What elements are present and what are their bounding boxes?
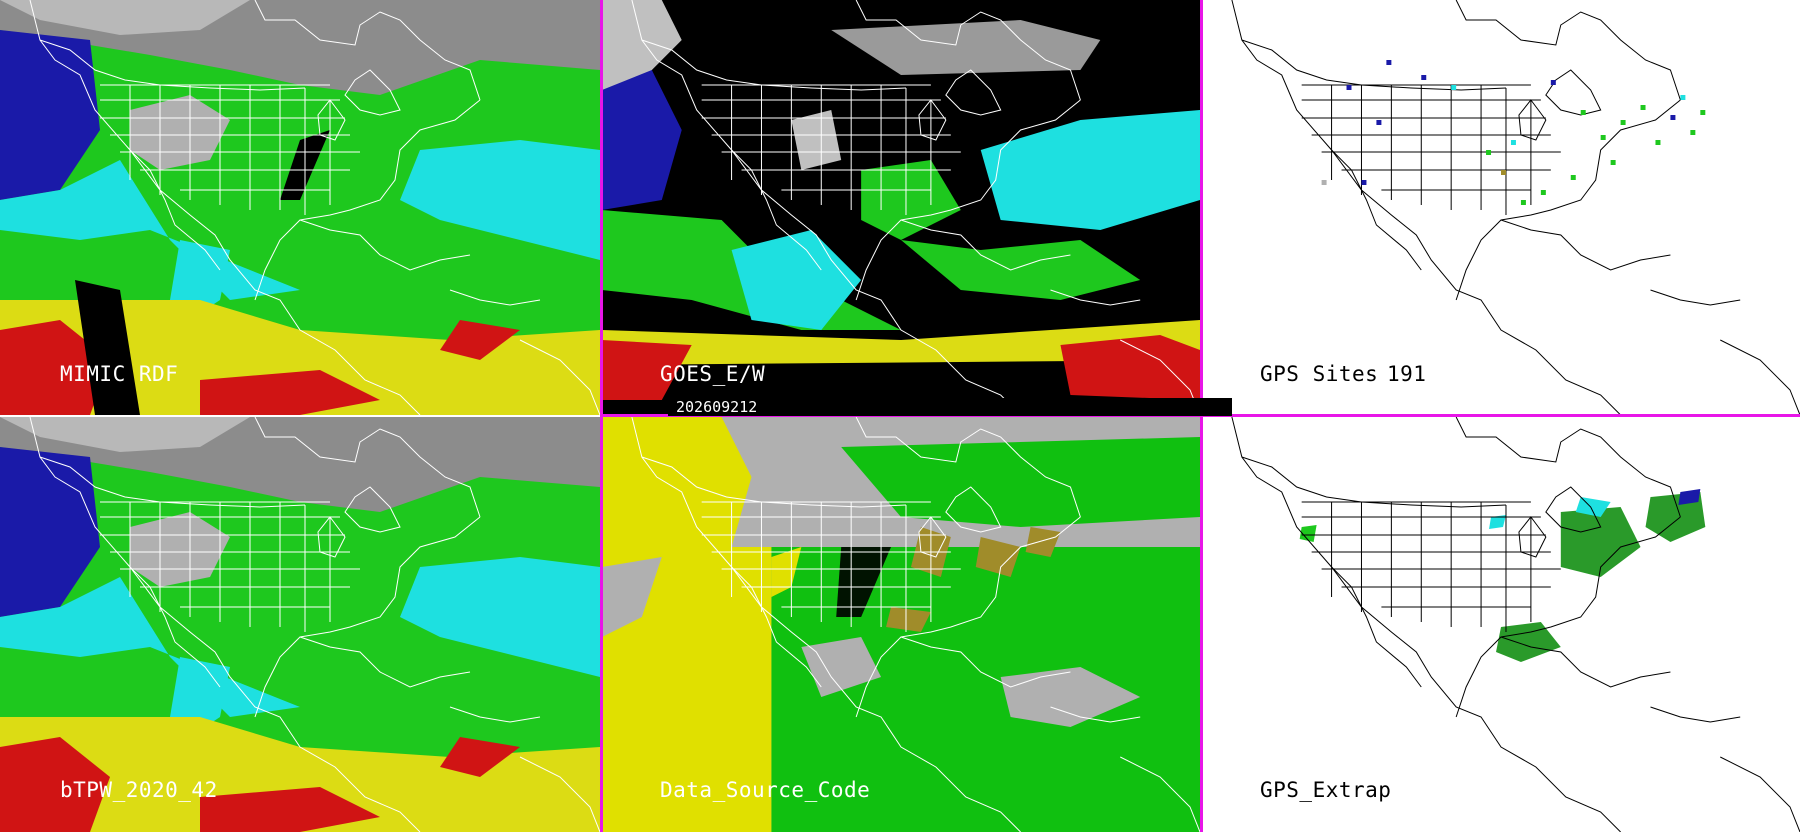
data-source-label: Data_Source_Code xyxy=(660,778,871,802)
mimic-rdf-label: MIMIC RDF xyxy=(60,362,179,386)
data-source-panel: Data_Source_Code xyxy=(602,417,1200,832)
btpw-map xyxy=(0,417,600,832)
mimic-rdf-map xyxy=(0,0,600,415)
data-source-map xyxy=(602,417,1200,832)
goes-ew-map xyxy=(602,0,1200,415)
gps-sites-panel: GPS Sites 191 xyxy=(1202,0,1800,415)
gps-extrap-panel: GPS_Extrap xyxy=(1202,417,1800,832)
date-stamp: 202609212 xyxy=(668,398,1232,416)
goes-ew-label: GOES_E/W xyxy=(660,362,766,386)
mimic-rdf-panel: MIMIC RDF xyxy=(0,0,600,415)
gps-sites-count: 191 xyxy=(1387,362,1427,386)
btpw-panel: bTPW_2020_42 xyxy=(0,417,600,832)
gps-sites-label: GPS Sites xyxy=(1260,362,1379,386)
gps-extrap-label: GPS_Extrap xyxy=(1260,778,1392,802)
gps-extrap-map xyxy=(1202,417,1800,832)
goes-ew-panel: GOES_E/W xyxy=(602,0,1200,415)
btpw-label: bTPW_2020_42 xyxy=(60,778,218,802)
gps-sites-map xyxy=(1202,0,1800,415)
gps-site-markers xyxy=(1321,60,1706,205)
